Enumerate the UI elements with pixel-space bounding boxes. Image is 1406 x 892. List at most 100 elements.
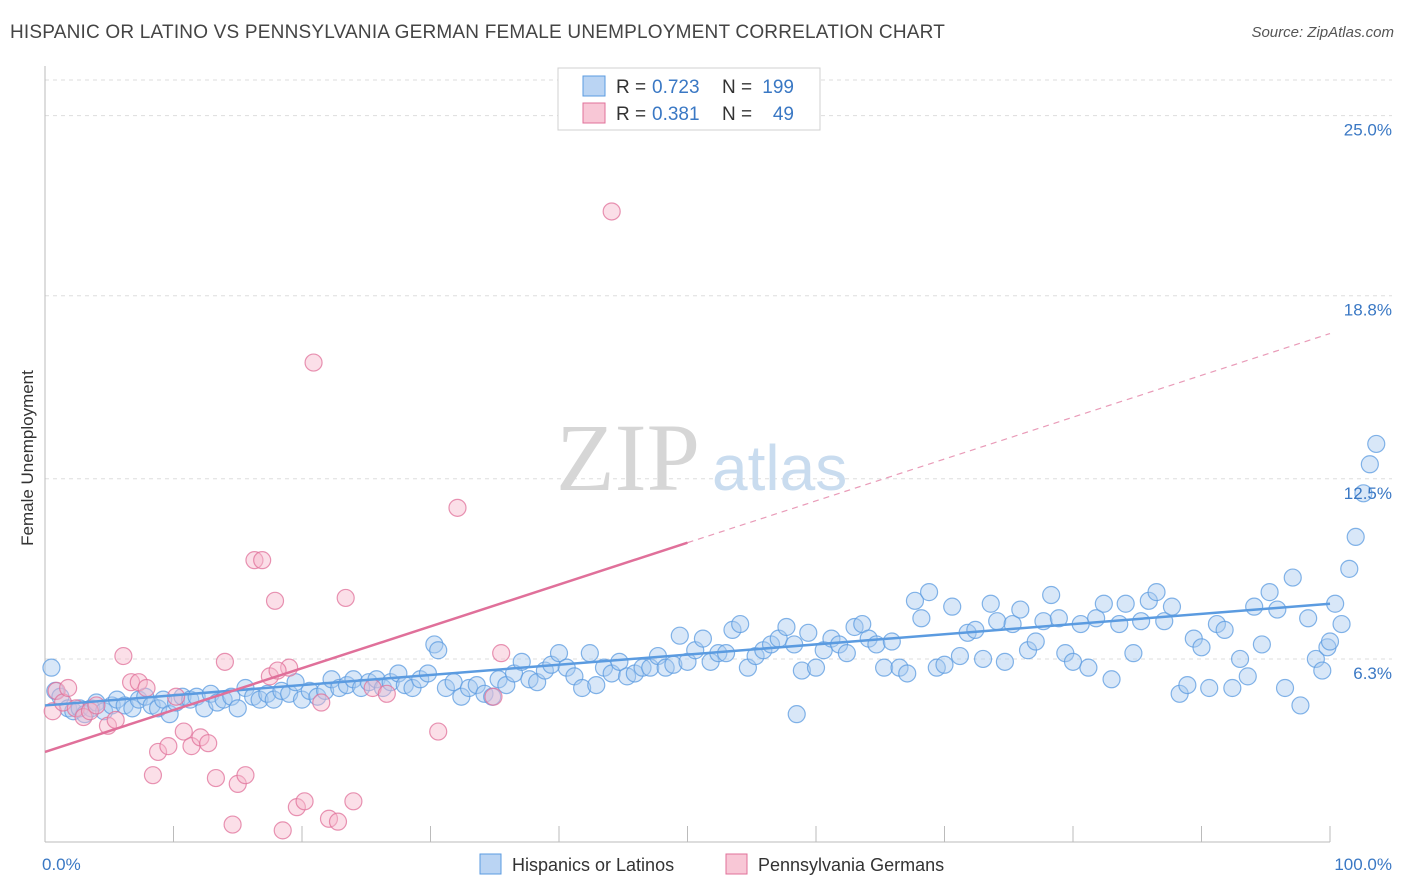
data-point — [912, 609, 931, 628]
gridlines — [45, 79, 1392, 660]
bottom-legend-label: Pennsylvania Germans — [758, 855, 944, 875]
chart-source: Source: ZipAtlas.com — [1251, 24, 1394, 41]
data-point — [587, 675, 606, 695]
x-tick-label-min: 0.0% — [42, 855, 81, 874]
data-point — [787, 705, 806, 724]
legend-n-value: 49 — [773, 104, 794, 125]
data-point — [245, 551, 264, 570]
data-point — [950, 646, 970, 666]
data-point — [328, 812, 348, 831]
data-point — [47, 681, 66, 701]
watermark: ZIP atlas — [556, 404, 847, 511]
legend-swatch — [582, 75, 606, 97]
data-point — [304, 353, 323, 372]
data-point — [1230, 649, 1250, 669]
data-point — [1299, 609, 1318, 628]
legend: R = 0.723 N = 199 R = 0.381 N = 49 — [557, 67, 821, 131]
y-tick-label: 12.5% — [1344, 484, 1392, 503]
data-point — [377, 684, 396, 703]
data-point — [42, 658, 61, 677]
data-point — [1291, 696, 1310, 715]
data-point — [919, 583, 939, 602]
data-point — [448, 498, 467, 517]
data-point — [898, 664, 917, 683]
data-point — [215, 652, 234, 671]
data-point — [59, 678, 78, 698]
data-point — [935, 655, 954, 674]
data-point — [1260, 583, 1279, 602]
data-point — [253, 551, 272, 570]
data-point — [429, 641, 448, 660]
trend-lines — [44, 332, 1331, 754]
data-point — [905, 591, 925, 610]
bottom-legend-label: Hispanics or Latinos — [512, 855, 674, 875]
data-point — [484, 687, 503, 706]
y-tick-label: 25.0% — [1344, 121, 1392, 140]
data-point — [731, 614, 750, 634]
data-point — [1283, 568, 1302, 587]
legend-n-label: N = — [722, 77, 752, 98]
data-point — [1124, 644, 1143, 663]
data-point — [1049, 609, 1068, 628]
data-point — [312, 693, 331, 712]
data-point — [1178, 675, 1197, 695]
data-point — [1116, 594, 1135, 613]
legend-r-label: R = — [616, 104, 646, 125]
data-point — [1026, 632, 1045, 651]
trend-extension-pennsylvania-germans — [687, 332, 1331, 544]
legend-swatch — [582, 102, 606, 124]
data-point — [1094, 594, 1113, 613]
data-point — [943, 597, 962, 616]
data-point — [148, 742, 168, 762]
data-point — [143, 766, 163, 785]
data-point — [1252, 635, 1271, 654]
watermark-atlas: atlas — [712, 432, 847, 504]
trend-line-pennsylvania-germans — [44, 541, 688, 754]
data-point — [295, 792, 314, 811]
data-point — [785, 635, 804, 654]
data-point — [159, 737, 178, 756]
trend-line-hispanics — [44, 602, 1331, 707]
data-point — [1215, 620, 1234, 639]
data-point — [344, 792, 363, 811]
bottom-legend-swatch — [479, 853, 502, 875]
tick-labels: 6.3% 12.5% 18.8% 25.0% 0.0% 100.0% — [42, 121, 1392, 874]
data-point — [1332, 614, 1351, 634]
data-point — [228, 699, 247, 718]
data-point — [875, 658, 894, 677]
data-point — [1011, 600, 1030, 619]
data-point — [1306, 649, 1325, 669]
data-point — [1132, 612, 1151, 631]
series-pennsylvania-germans — [43, 202, 621, 840]
data-point — [573, 678, 592, 698]
y-tick-label: 18.8% — [1344, 301, 1392, 320]
data-point — [236, 766, 255, 785]
data-point — [114, 646, 133, 666]
data-point — [512, 652, 531, 671]
data-point — [882, 632, 901, 651]
data-point — [549, 644, 569, 663]
legend-n-value: 199 — [762, 77, 794, 98]
data-point — [1079, 658, 1098, 677]
y-tick-label: 6.3% — [1353, 664, 1392, 683]
data-point — [988, 612, 1007, 631]
data-point — [995, 652, 1014, 671]
chart-title: HISPANIC OR LATINO VS PENNSYLVANIA GERMA… — [10, 22, 946, 43]
data-point — [492, 644, 511, 663]
legend-n-label: N = — [722, 104, 752, 125]
data-point — [981, 594, 1000, 613]
series-hispanics — [42, 434, 1386, 724]
data-point — [1063, 652, 1083, 671]
data-point — [792, 661, 811, 680]
bottom-legend: Hispanics or Latinos Pennsylvania Germans — [479, 853, 944, 875]
data-point — [1360, 455, 1379, 474]
data-point — [1346, 527, 1365, 547]
data-point — [580, 644, 599, 663]
data-point — [1340, 559, 1359, 578]
data-point — [1238, 667, 1257, 686]
data-point — [602, 202, 621, 221]
data-point — [1102, 670, 1121, 689]
data-point — [206, 768, 226, 788]
data-point — [1200, 678, 1219, 698]
